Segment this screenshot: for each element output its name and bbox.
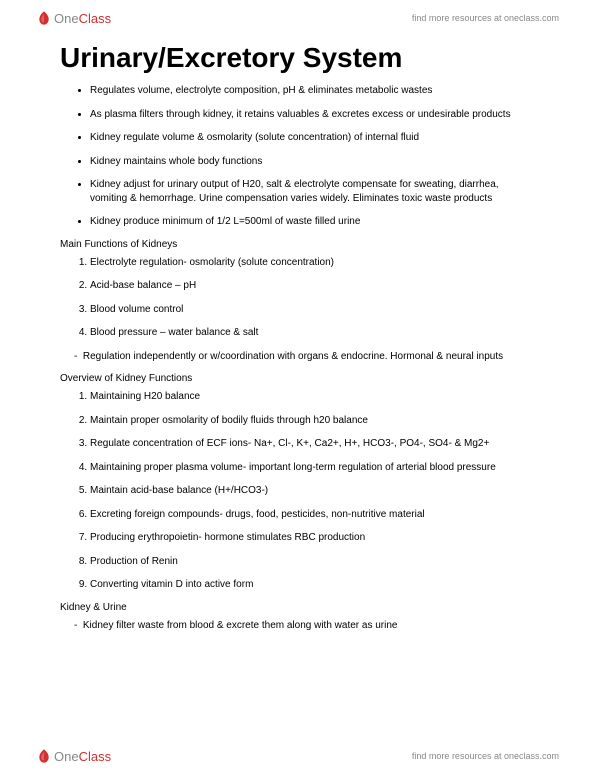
list-item: Regulates volume, electrolyte compositio…: [90, 84, 535, 98]
main-functions-note: - Regulation independently or w/coordina…: [74, 350, 535, 364]
footer-resources-link[interactable]: find more resources at oneclass.com: [412, 751, 559, 761]
note-text: Kidney filter waste from blood & excrete…: [83, 620, 398, 631]
section-heading-kidney-urine: Kidney & Urine: [60, 602, 535, 613]
list-item: Maintaining H20 balance: [90, 390, 535, 404]
kidney-urine-note: - Kidney filter waste from blood & excre…: [74, 619, 535, 633]
leaf-icon: [36, 10, 52, 26]
list-item: Kidney adjust for urinary output of H20,…: [90, 178, 535, 205]
list-item: Converting vitamin D into active form: [90, 578, 535, 592]
page-header: OneClass find more resources at oneclass…: [0, 0, 595, 30]
list-item: Acid-base balance – pH: [90, 279, 535, 293]
brand-logo-footer: OneClass: [36, 748, 111, 764]
section-heading-main-functions: Main Functions of Kidneys: [60, 239, 535, 250]
overview-list: Maintaining H20 balance Maintain proper …: [60, 390, 535, 592]
list-item: Blood pressure – water balance & salt: [90, 326, 535, 340]
list-item: Blood volume control: [90, 303, 535, 317]
note-text: Regulation independently or w/coordinati…: [83, 351, 503, 362]
page-footer: OneClass find more resources at oneclass…: [0, 748, 595, 764]
brand-text-footer: OneClass: [54, 749, 111, 764]
list-item: Maintain proper osmolarity of bodily flu…: [90, 414, 535, 428]
brand-text: OneClass: [54, 11, 111, 26]
list-item: Producing erythropoietin- hormone stimul…: [90, 531, 535, 545]
section-heading-overview: Overview of Kidney Functions: [60, 373, 535, 384]
intro-bullet-list: Regulates volume, electrolyte compositio…: [60, 84, 535, 229]
page-title: Urinary/Excretory System: [60, 42, 535, 74]
list-item: Regulate concentration of ECF ions- Na+,…: [90, 437, 535, 451]
list-item: Kidney maintains whole body functions: [90, 155, 535, 169]
document-content: Urinary/Excretory System Regulates volum…: [0, 30, 595, 632]
leaf-icon: [36, 748, 52, 764]
list-item: Kidney produce minimum of 1/2 L=500ml of…: [90, 215, 535, 229]
main-functions-list: Electrolyte regulation- osmolarity (solu…: [60, 256, 535, 340]
list-item: Excreting foreign compounds- drugs, food…: [90, 508, 535, 522]
brand-class: Class: [79, 749, 112, 764]
list-item: Kidney regulate volume & osmolarity (sol…: [90, 131, 535, 145]
brand-logo: OneClass: [36, 10, 111, 26]
list-item: Maintaining proper plasma volume- import…: [90, 461, 535, 475]
brand-one: One: [54, 11, 79, 26]
list-item: As plasma filters through kidney, it ret…: [90, 108, 535, 122]
list-item: Production of Renin: [90, 555, 535, 569]
list-item: Maintain acid-base balance (H+/HCO3-): [90, 484, 535, 498]
header-resources-link[interactable]: find more resources at oneclass.com: [412, 13, 559, 23]
list-item: Electrolyte regulation- osmolarity (solu…: [90, 256, 535, 270]
brand-class: Class: [79, 11, 112, 26]
brand-one: One: [54, 749, 79, 764]
